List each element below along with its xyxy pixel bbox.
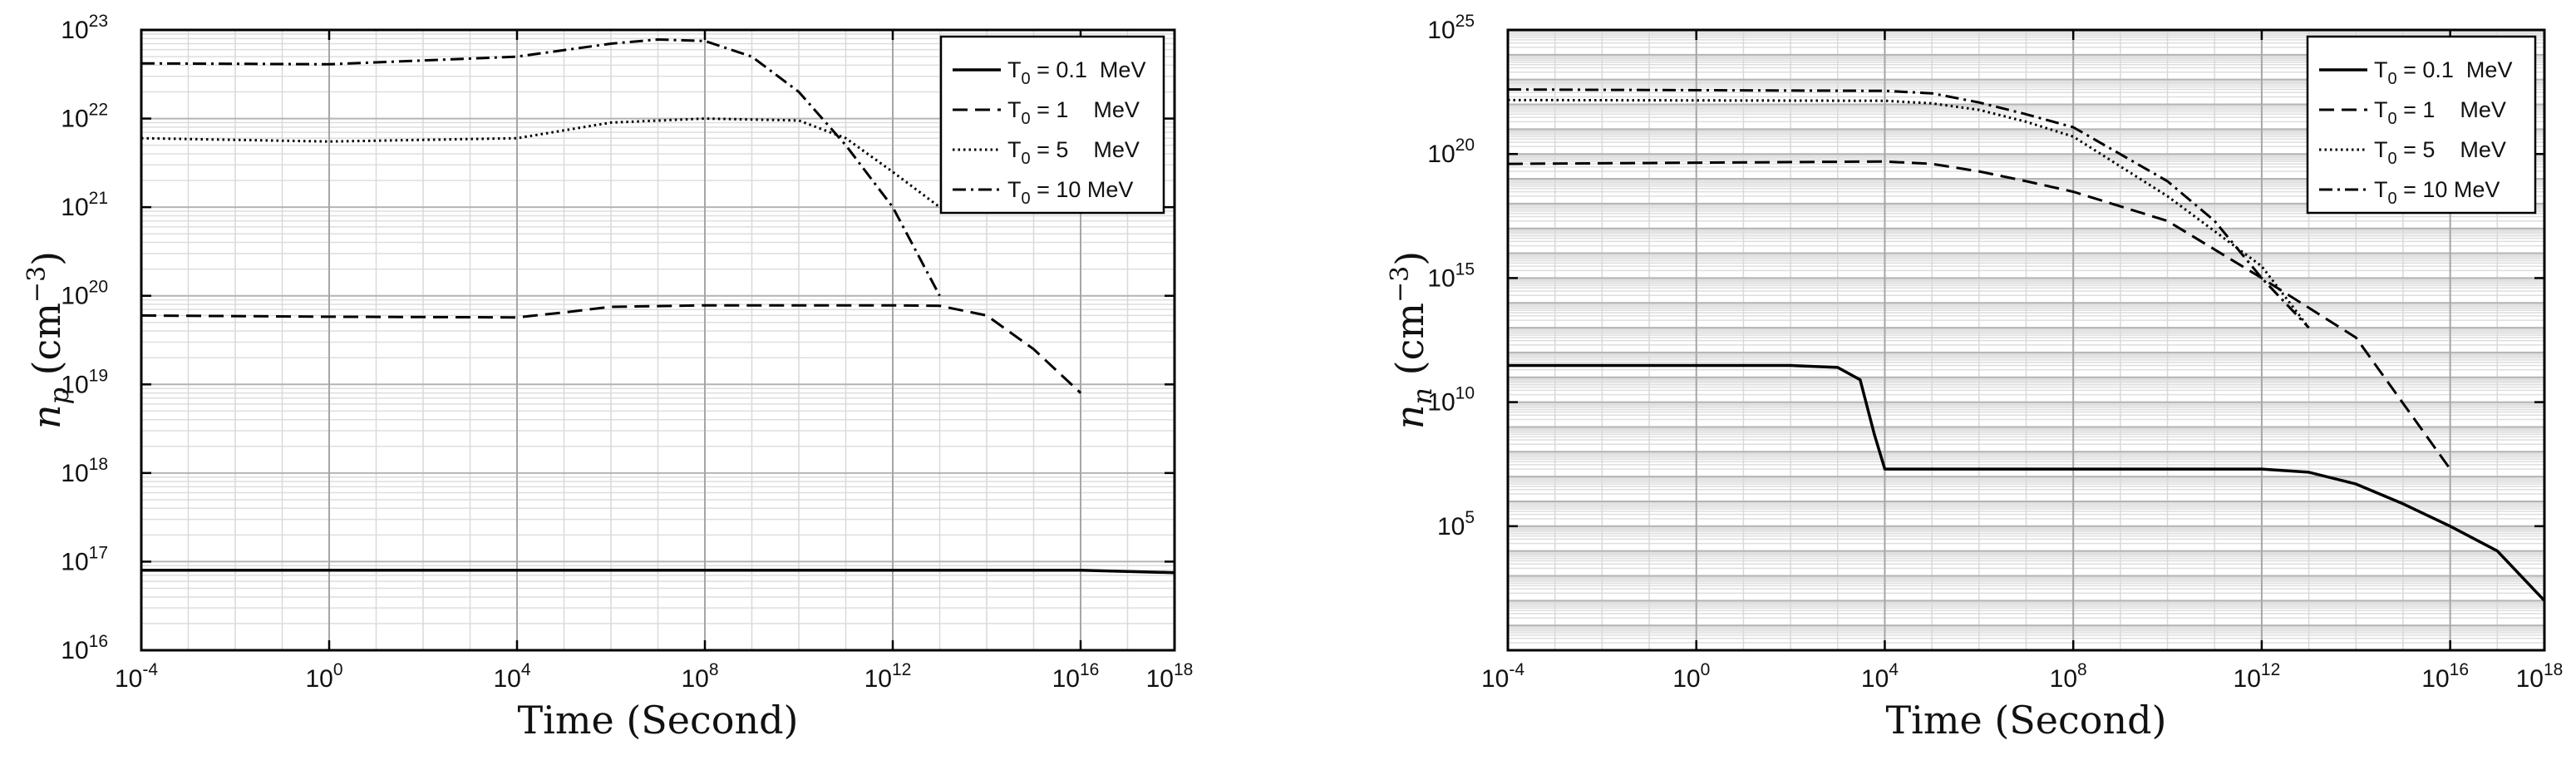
chart0-x-tick-label-0: 10-4 — [115, 660, 158, 693]
chart1-legend-label-3: T0 = 10 MeV — [2374, 177, 2500, 208]
chart1-series-line-1 — [1507, 160, 2451, 470]
chart0-axes-frame — [140, 28, 1176, 652]
chart1-axes-frame — [1506, 28, 2546, 652]
chart0-y-tick-label-2: 1018 — [61, 455, 108, 487]
chart1-y-axis-label: nn (cm−3) — [1386, 251, 1438, 429]
chart0-grid — [140, 29, 1175, 651]
chart1-y-tick-label-0: 105 — [1437, 508, 1475, 540]
chart1-y-tick-label-1: 1010 — [1427, 384, 1475, 417]
chart0-y-axis-label: np (cm−3) — [22, 251, 75, 429]
chart0-x-axis-label: Time (Second) — [517, 698, 798, 743]
chart0-x-tick-label-3: 108 — [681, 660, 718, 693]
chart1-series-line-3 — [1507, 88, 2310, 329]
chart0-y-tick-label-0: 1016 — [61, 632, 108, 664]
chart1-x-axis-label: Time (Second) — [1885, 698, 2166, 743]
chart-neutron-density: 10-4 100 104 108 1012 1016 1018 105 1010 1015 1020… — [1386, 12, 2564, 743]
chart1-legend-box — [2306, 35, 2537, 215]
chart0-series-line-0 — [141, 569, 1175, 575]
chart0-y-tick-label-5: 1021 — [61, 189, 108, 221]
chart1-y-tick-label-3: 1020 — [1427, 136, 1475, 168]
chart1-x-tick-label-6: 1018 — [2516, 660, 2564, 693]
chart1-series-line-2 — [1507, 98, 2310, 329]
chart0-x-tick-label-2: 104 — [493, 660, 530, 693]
chart0-legend-label-3: T0 = 10 MeV — [1007, 177, 1133, 208]
chart1-x-tick-label-3: 108 — [2050, 660, 2087, 693]
chart1-x-tick-label-2: 104 — [1861, 660, 1899, 693]
chart-proton-density: 10-4 100 104 108 1012 1016 1018101610171018101… — [22, 12, 1194, 743]
chart0-y-tick-label-7: 1023 — [61, 12, 108, 44]
chart0-series-line-1 — [140, 304, 1082, 394]
chart0-y-tick-label-1: 1017 — [61, 543, 108, 575]
chart0-x-tick-label-1: 100 — [305, 660, 342, 693]
chart1-x-tick-label-0: 10-4 — [1481, 660, 1524, 693]
chart1-series-line-0 — [1508, 363, 2546, 602]
chart0-x-tick-label-4: 1012 — [864, 660, 912, 693]
chart1-legend-label-0: T0 = 0.1 MeV — [2374, 57, 2512, 88]
chart1-x-tick-label-5: 1016 — [2421, 660, 2469, 693]
chart1-y-tick-label-2: 1015 — [1427, 259, 1475, 292]
chart0-legend-label-0: T0 = 0.1 MeV — [1007, 57, 1145, 88]
chart0-legend-box — [939, 35, 1165, 215]
chart0-x-tick-label-6: 1018 — [1146, 660, 1194, 693]
chart0-y-tick-label-6: 1022 — [61, 101, 108, 133]
chart1-x-tick-label-4: 1012 — [2234, 660, 2281, 693]
chart0-series-line-2 — [140, 117, 941, 209]
chart0-x-tick-label-5: 1016 — [1052, 660, 1100, 693]
chart0-series-line-3 — [140, 38, 941, 297]
chart1-y-tick-label-4: 1025 — [1427, 12, 1475, 44]
chart1-x-tick-label-1: 100 — [1672, 660, 1710, 693]
